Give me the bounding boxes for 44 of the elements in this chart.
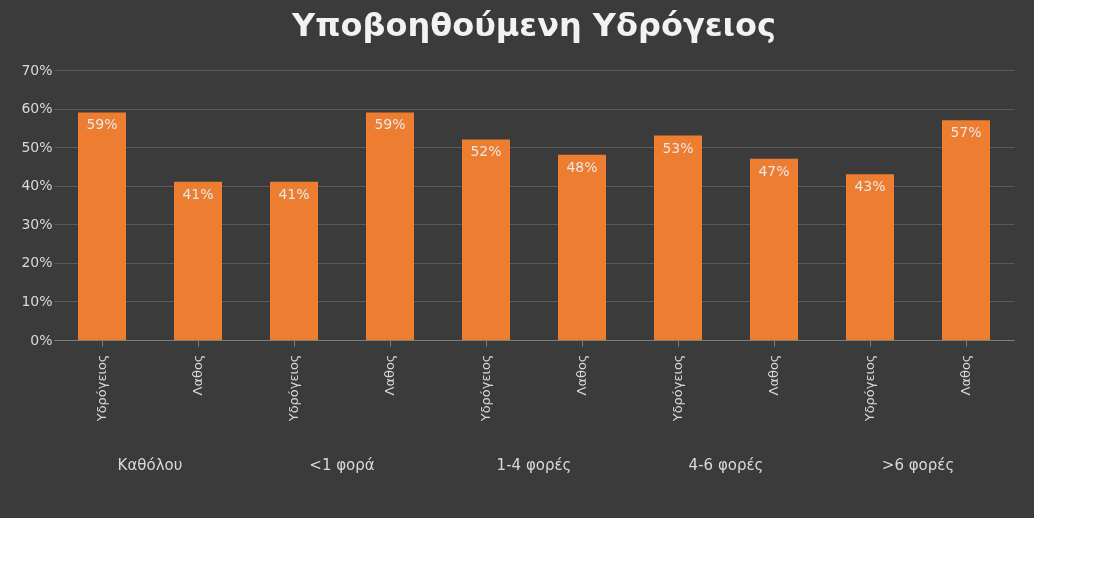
bar (846, 174, 894, 340)
x-tick-label: Λαθος (766, 354, 781, 396)
bar (462, 139, 510, 340)
y-tick-label: 60% (21, 100, 53, 117)
bar (750, 158, 798, 340)
bar (174, 181, 222, 340)
x-tick-label: Λαθος (574, 354, 589, 396)
bar (558, 154, 606, 340)
data-label: 59% (374, 116, 406, 133)
bar (654, 135, 702, 340)
text: >6 φορές (881, 456, 955, 474)
bar (270, 181, 318, 340)
y-tick-label: 30% (21, 215, 53, 232)
x-tick-label: Λαθος (958, 354, 973, 396)
y-tick-label: 10% (21, 292, 53, 309)
y-tick-label: 0% (30, 331, 53, 348)
data-label: 53% (662, 139, 694, 156)
y-tick-label: 40% (21, 177, 53, 194)
bar (942, 120, 990, 340)
bar (366, 112, 414, 340)
data-label: 41% (182, 185, 214, 202)
data-label: 43% (854, 178, 886, 195)
chart-title: Υποβοηθούμενη Υδρόγειος (291, 6, 776, 44)
data-label: 57% (950, 124, 982, 141)
bar (78, 112, 126, 340)
x-tick-label: Υδρόγειος (286, 354, 301, 423)
x-tick-label: Λαθος (190, 354, 205, 396)
x-tick-label: Λαθος (382, 354, 397, 396)
text: 4-6 φορές (688, 456, 764, 474)
data-label: 48% (566, 158, 598, 175)
data-label: 59% (86, 116, 118, 133)
text: Καθόλου (117, 456, 183, 474)
x-tick-label: Υδρόγειος (94, 354, 109, 423)
y-tick-label: 70% (21, 61, 53, 78)
text: 1-4 φορές (496, 456, 572, 474)
data-label: 47% (758, 162, 790, 179)
data-label: 41% (278, 185, 310, 202)
data-label: 52% (470, 143, 502, 160)
x-tick-label: Υδρόγειος (862, 354, 877, 423)
y-tick-label: 20% (21, 254, 53, 271)
x-tick-label: Υδρόγειος (670, 354, 685, 423)
x-tick-label: Υδρόγειος (478, 354, 493, 423)
y-tick-label: 50% (21, 138, 53, 155)
text: <1 φορά (309, 456, 375, 474)
